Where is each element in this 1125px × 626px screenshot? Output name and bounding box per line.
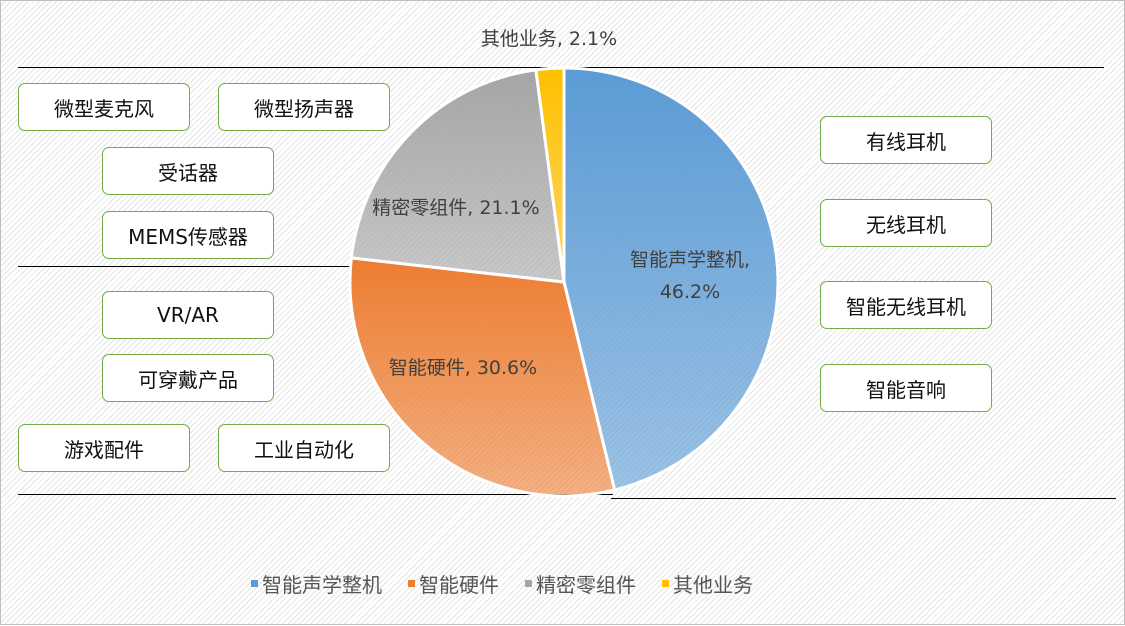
data-label: 其他业务, 2.1% — [481, 28, 617, 50]
legend-swatch — [408, 580, 415, 587]
legend-label: 智能硬件 — [419, 573, 499, 597]
legend-item: 精密零组件 — [525, 569, 636, 598]
divider-line — [18, 266, 352, 267]
data-label: 智能硬件, 30.6% — [389, 357, 537, 379]
slice-smart-acoustic — [562, 66, 780, 492]
legend-label: 其他业务 — [673, 573, 753, 597]
legend-label: 智能声学整机 — [262, 573, 382, 597]
legend-swatch — [662, 580, 669, 587]
box-vr-ar: VR/AR — [102, 291, 274, 339]
box-wired-earphones: 有线耳机 — [820, 116, 992, 164]
box-receiver: 受话器 — [102, 147, 274, 195]
box-mems-sensor: MEMS传感器 — [102, 211, 274, 259]
box-smart-speaker: 智能音响 — [820, 364, 992, 412]
divider-line — [611, 498, 1116, 499]
data-label: 精密零组件, 21.1% — [372, 197, 539, 219]
box-wearables: 可穿戴产品 — [102, 354, 274, 402]
divider-line — [18, 494, 613, 495]
legend-item: 智能声学整机 — [251, 569, 382, 598]
box-gaming-accessories: 游戏配件 — [18, 424, 190, 472]
legend: 智能声学整机 智能硬件 精密零组件 其他业务 — [251, 569, 753, 598]
box-micro-speaker: 微型扬声器 — [218, 83, 390, 131]
box-industrial-automation: 工业自动化 — [218, 424, 390, 472]
box-micro-microphone: 微型麦克风 — [18, 83, 190, 131]
slice-precision-parts — [349, 68, 566, 284]
legend-swatch — [251, 580, 258, 587]
legend-item: 其他业务 — [662, 569, 753, 598]
box-smart-wireless-earphones: 智能无线耳机 — [820, 281, 992, 329]
slice-smart-hardware — [348, 256, 617, 498]
data-label: 智能声学整机, 46.2% — [630, 249, 750, 303]
box-wireless-earphones: 无线耳机 — [820, 199, 992, 247]
legend-label: 精密零组件 — [536, 573, 636, 597]
slice-other — [534, 66, 566, 283]
legend-swatch — [525, 580, 532, 587]
legend-item: 智能硬件 — [408, 569, 499, 598]
